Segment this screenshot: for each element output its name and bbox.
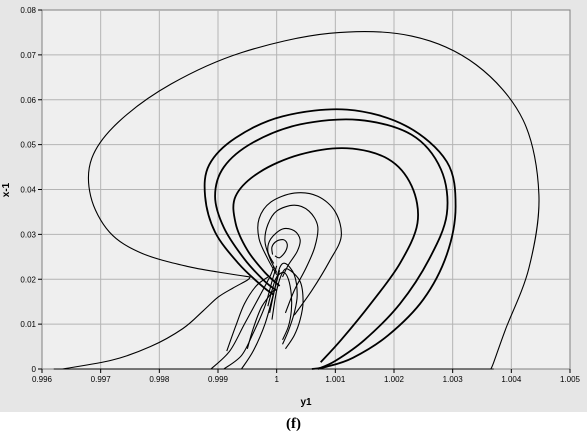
x-tick-label: 1.003 bbox=[443, 375, 464, 384]
y-tick-label: 0.07 bbox=[20, 51, 36, 60]
y-tick-label: 0.03 bbox=[20, 230, 36, 239]
x-tick-label: 0.999 bbox=[208, 375, 229, 384]
y-tick-label: 0.04 bbox=[20, 186, 36, 195]
x-tick-label: 1.002 bbox=[384, 375, 405, 384]
phase-portrait-chart: 0.996 0.997 0.998 0.999 1 1.001 1.002 1.003 1.00… bbox=[0, 0, 587, 416]
x-tick-label: 0.998 bbox=[149, 375, 170, 384]
figure-caption: (f) bbox=[0, 416, 587, 433]
x-tick-label: 1.001 bbox=[325, 375, 346, 384]
x-tick-label: 1.004 bbox=[501, 375, 522, 384]
y-axis-label: x-1 bbox=[1, 182, 12, 197]
y-tick-label: 0.05 bbox=[20, 141, 36, 150]
y-tick-label: 0.01 bbox=[20, 320, 36, 329]
y-tick-label: 0.02 bbox=[20, 275, 36, 284]
y-tick-label: 0.08 bbox=[20, 6, 36, 15]
y-tick-label: 0.06 bbox=[20, 96, 36, 105]
x-tick-label: 0.997 bbox=[91, 375, 112, 384]
x-axis-label: y1 bbox=[300, 397, 312, 408]
x-tick-label: 1.005 bbox=[560, 375, 581, 384]
y-tick-label: 0 bbox=[32, 365, 37, 374]
x-tick-label: 0.996 bbox=[32, 375, 53, 384]
x-tick-label: 1 bbox=[274, 375, 279, 384]
